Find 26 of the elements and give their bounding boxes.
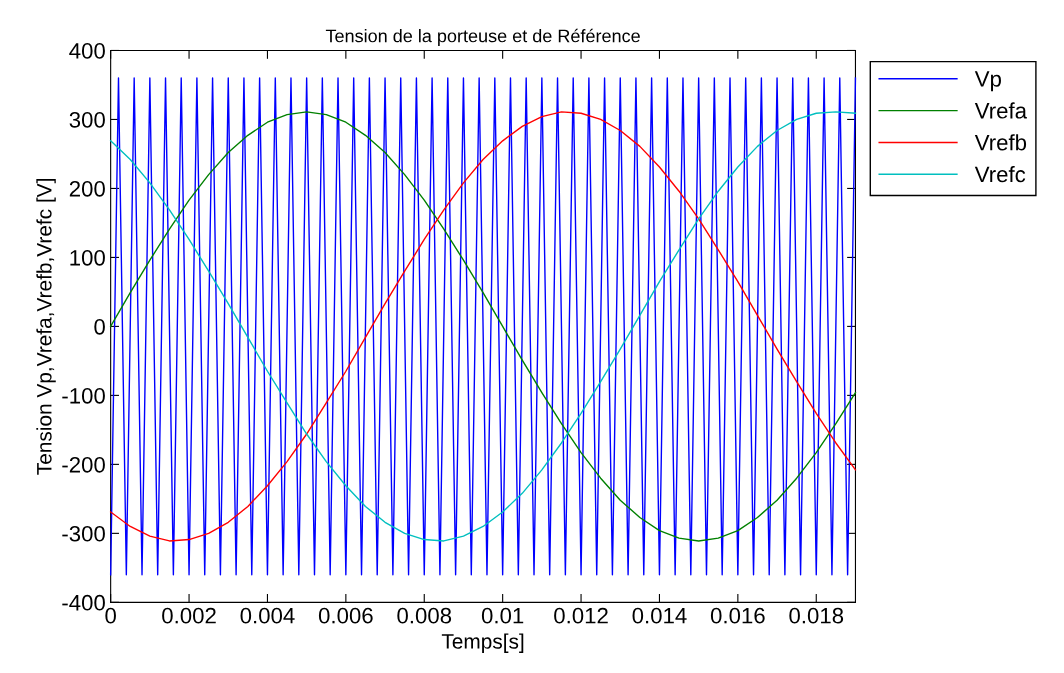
y-tick-label: -400 bbox=[62, 594, 105, 611]
y-tick-label: 100 bbox=[70, 249, 105, 266]
x-tick-label: 0.014 bbox=[632, 607, 687, 624]
chart-title: Tension de la porteuse et de Référence bbox=[325, 28, 640, 46]
y-tick-label: -300 bbox=[62, 525, 105, 542]
x-tick-label: 0.008 bbox=[397, 607, 452, 624]
x-tick-label: 0.012 bbox=[554, 607, 608, 624]
legend-label: Vrefc bbox=[974, 165, 1026, 183]
legend-label: Vrefb bbox=[974, 134, 1027, 151]
x-tick-label: 0.002 bbox=[162, 607, 216, 624]
x-tick-label: 0.004 bbox=[240, 607, 295, 624]
x-tick-label: 0.016 bbox=[710, 607, 765, 624]
x-axis-title: Temps[s] bbox=[441, 633, 524, 653]
y-tick-label: 300 bbox=[69, 111, 105, 128]
y-axis-title: Tension Vp,Vrefa,Vrefb,Vrefc [V] bbox=[36, 179, 56, 475]
y-tick-label: 400 bbox=[69, 43, 105, 59]
legend-label: Vp bbox=[974, 71, 1001, 92]
y-tick-label: -200 bbox=[62, 456, 105, 473]
y-tick-label: 0 bbox=[94, 318, 105, 335]
x-tick-label: 0 bbox=[105, 607, 116, 624]
x-tick-label: 0.018 bbox=[789, 607, 844, 624]
x-tick-label: 0.006 bbox=[318, 607, 373, 624]
y-tick-label: 200 bbox=[69, 180, 105, 197]
legend-label: Vrefa bbox=[974, 102, 1028, 119]
x-tick-label: 0.01 bbox=[481, 607, 524, 624]
y-tick-label: -100 bbox=[62, 387, 105, 404]
